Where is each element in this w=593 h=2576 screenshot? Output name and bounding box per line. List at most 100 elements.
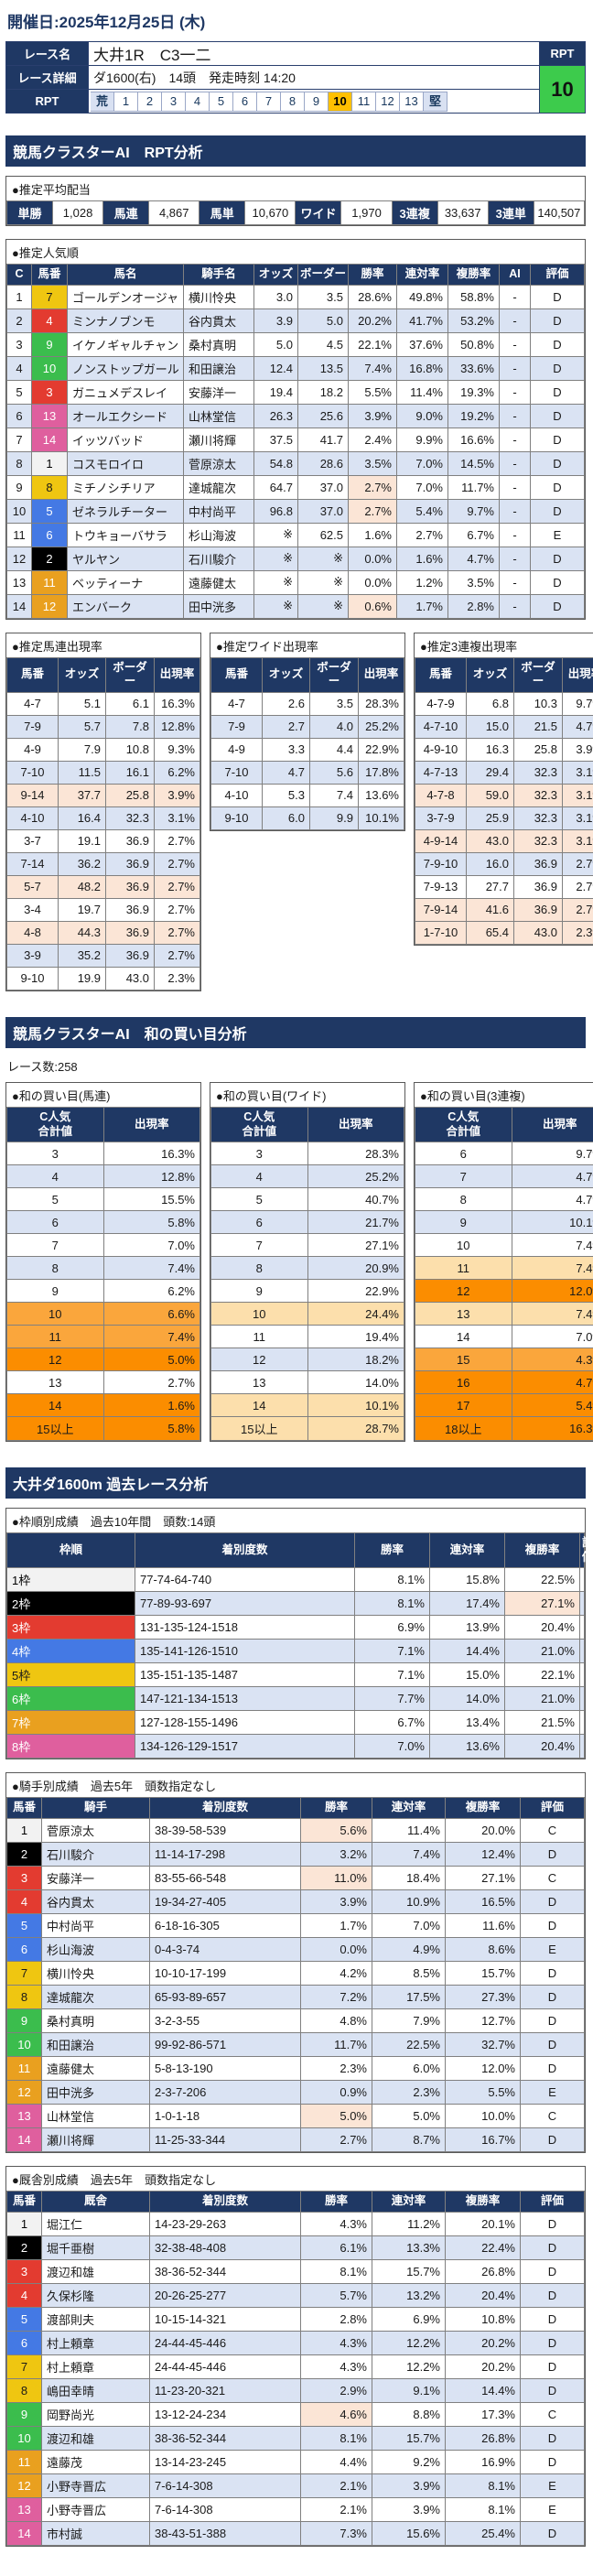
cell-win-rate: 4.8% xyxy=(301,2009,372,2033)
cell-horse-number: 9 xyxy=(7,2009,42,2033)
jockey-stats-row: 13 山林堂信 1-0-1-18 5.0% 5.0% 10.0% C xyxy=(7,2105,585,2128)
wa-wide-row: 3 28.3% xyxy=(211,1142,404,1165)
column-header: ボーダー xyxy=(298,265,349,286)
cell-show-rate: 10.0% xyxy=(446,2105,521,2128)
cell-finish-counts: 10-15-14-321 xyxy=(150,2307,301,2331)
popularity-row: 14 12 エンバーク 田中洸多 ※ ※ 0.6% 1.7% 2.8% - D xyxy=(7,594,585,618)
cell-rate: 3.9% xyxy=(155,784,200,806)
column-header: 連対率 xyxy=(372,2192,446,2213)
cell-quinella-rate: 9.9% xyxy=(397,428,448,451)
cell-jockey-name: 杉山海波 xyxy=(184,523,254,547)
umaren-rate-row: 4-8 44.3 36.9 2.7% xyxy=(7,921,200,944)
cell-rate: 28.3% xyxy=(307,1142,404,1165)
cell-show-rate: 16.6% xyxy=(448,428,500,451)
cell-show-rate: 11.7% xyxy=(448,475,500,499)
cell-eval: E xyxy=(531,523,585,547)
cell-horse-number: 2 xyxy=(7,1843,42,1867)
cell-show-rate: 22.5% xyxy=(505,1568,580,1592)
wa-wide-box: ●和の買い目(ワイド) C人気 合計値出現率 3 28.3% 4 xyxy=(210,1082,405,1442)
cell-win-rate: 28.6% xyxy=(349,285,397,308)
cell-rate: 2.7% xyxy=(155,875,200,898)
cell-rate: 3.1% xyxy=(563,829,593,852)
cell-border: 6.1 xyxy=(106,692,155,715)
cell-jockey-name: 遠藤健太 xyxy=(42,2057,150,2081)
wa-umaren-row: 5 15.5% xyxy=(7,1188,200,1211)
column-header: 出現率 xyxy=(155,657,200,692)
column-header: 評価 xyxy=(580,1533,585,1568)
wa-wide-row: 8 20.9% xyxy=(211,1257,404,1280)
jockey-stats-row: 2 石川駿介 11-14-17-298 3.2% 7.4% 12.4% D xyxy=(7,1843,585,1867)
cell-combination: 4-10 xyxy=(7,806,59,829)
rpt-value: 10 xyxy=(540,66,586,114)
cell-quinella-rate: 7.9% xyxy=(372,2009,446,2033)
cell-eval: C xyxy=(580,1592,585,1616)
cell-horse-number: 12 xyxy=(32,594,68,618)
cell-quinella-rate: 2.3% xyxy=(372,2081,446,2105)
rpt-scale-step: 8 xyxy=(281,92,305,112)
cell-eval: D xyxy=(521,2009,585,2033)
cell-odds: 11.5 xyxy=(59,761,106,784)
cell-finish-counts: 3-2-3-55 xyxy=(150,2009,301,2033)
cell-eval: D xyxy=(531,356,585,380)
column-header: 評価 xyxy=(531,265,585,286)
payout-box: ●推定平均配当 単勝 1,028 馬連 4,867 馬単 10,670 ワイド … xyxy=(5,176,586,226)
cell-eval: D xyxy=(521,2212,585,2235)
cell-win-rate: 2.3% xyxy=(301,2057,372,2081)
jockey-stats-row: 6 杉山海波 0-4-3-74 0.0% 4.9% 8.6% E xyxy=(7,1938,585,1962)
cell-border: ※ xyxy=(298,547,349,570)
cell-quinella-rate: 1.6% xyxy=(397,547,448,570)
cell-popularity-sum: 6 xyxy=(415,1142,512,1165)
cell-rate: 6.2% xyxy=(155,761,200,784)
cell-border: 18.2 xyxy=(298,380,349,404)
cell-win-rate: 6.7% xyxy=(355,1711,430,1735)
cell-finish-counts: 13-14-23-245 xyxy=(150,2450,301,2473)
cell-show-rate: 4.7% xyxy=(448,547,500,570)
column-header: 着別度数 xyxy=(150,1798,301,1819)
umaren-rate-row: 5-7 48.2 36.9 2.7% xyxy=(7,875,200,898)
cell-horse-number: 2 xyxy=(7,2235,42,2259)
column-header: C人気 合計値 xyxy=(211,1107,308,1142)
cell-rank: 14 xyxy=(7,594,32,618)
sanrenpuku-rate-row: 7-9-14 41.6 36.9 2.7% xyxy=(415,898,593,921)
cell-show-rate: 27.3% xyxy=(446,1986,521,2009)
wa-wide-row: 13 14.0% xyxy=(211,1371,404,1394)
cell-rank: 1 xyxy=(7,285,32,308)
cell-stable-name: 渡辺和雄 xyxy=(42,2426,150,2450)
cell-eval: D xyxy=(580,1687,585,1711)
wa-sanrenpuku-title: ●和の買い目(3連複) xyxy=(415,1083,593,1107)
cell-horse-number: 7 xyxy=(32,285,68,308)
cell-border: 21.5 xyxy=(514,715,563,738)
cell-rate: 5.0% xyxy=(103,1348,200,1371)
cell-show-rate: 19.2% xyxy=(448,404,500,428)
cell-combination: 3-9 xyxy=(7,944,59,967)
cell-win-rate: 2.1% xyxy=(301,2497,372,2521)
cell-rank: 2 xyxy=(7,308,32,332)
cell-border: 62.5 xyxy=(298,523,349,547)
cell-eval: D xyxy=(580,1616,585,1640)
cell-odds: 44.3 xyxy=(59,921,106,944)
cell-border: 25.8 xyxy=(514,738,563,761)
race-name-row: レース名 大井1R C3一二 RPT xyxy=(6,42,586,66)
cell-odds: 5.7 xyxy=(59,715,106,738)
cell-quinella-rate: 11.4% xyxy=(397,380,448,404)
cell-jockey-name: 石川駿介 xyxy=(42,1843,150,1867)
cell-stable-name: 渡部則夫 xyxy=(42,2307,150,2331)
column-header: 厩舎 xyxy=(42,2192,150,2213)
cell-combination: 9-10 xyxy=(211,806,263,829)
cell-eval: D xyxy=(531,308,585,332)
stable-stats-row: 8 嶋田幸晴 11-23-20-321 2.9% 9.1% 14.4% D xyxy=(7,2378,585,2402)
waku-stats-row: 3枠 131-135-124-1518 6.9% 13.9% 20.4% D xyxy=(7,1616,585,1640)
event-date: 開催日:2025年12月25日 (木) xyxy=(7,9,586,32)
cell-eval: D xyxy=(521,2354,585,2378)
cell-jockey-name: 石川駿介 xyxy=(184,547,254,570)
cell-horse-name: エンバーク xyxy=(68,594,184,618)
column-header: オッズ xyxy=(467,657,514,692)
rpt-scale-step: 7 xyxy=(257,92,281,112)
wa-umaren-row: 9 6.2% xyxy=(7,1280,200,1303)
cell-finish-counts: 38-36-52-344 xyxy=(150,2426,301,2450)
cell-border: 41.7 xyxy=(298,428,349,451)
cell-win-rate: 3.9% xyxy=(301,1890,372,1914)
section-title-past-analysis: 大井ダ1600m 過去レース分析 xyxy=(5,1467,586,1499)
cell-odds: 6.0 xyxy=(263,806,310,829)
